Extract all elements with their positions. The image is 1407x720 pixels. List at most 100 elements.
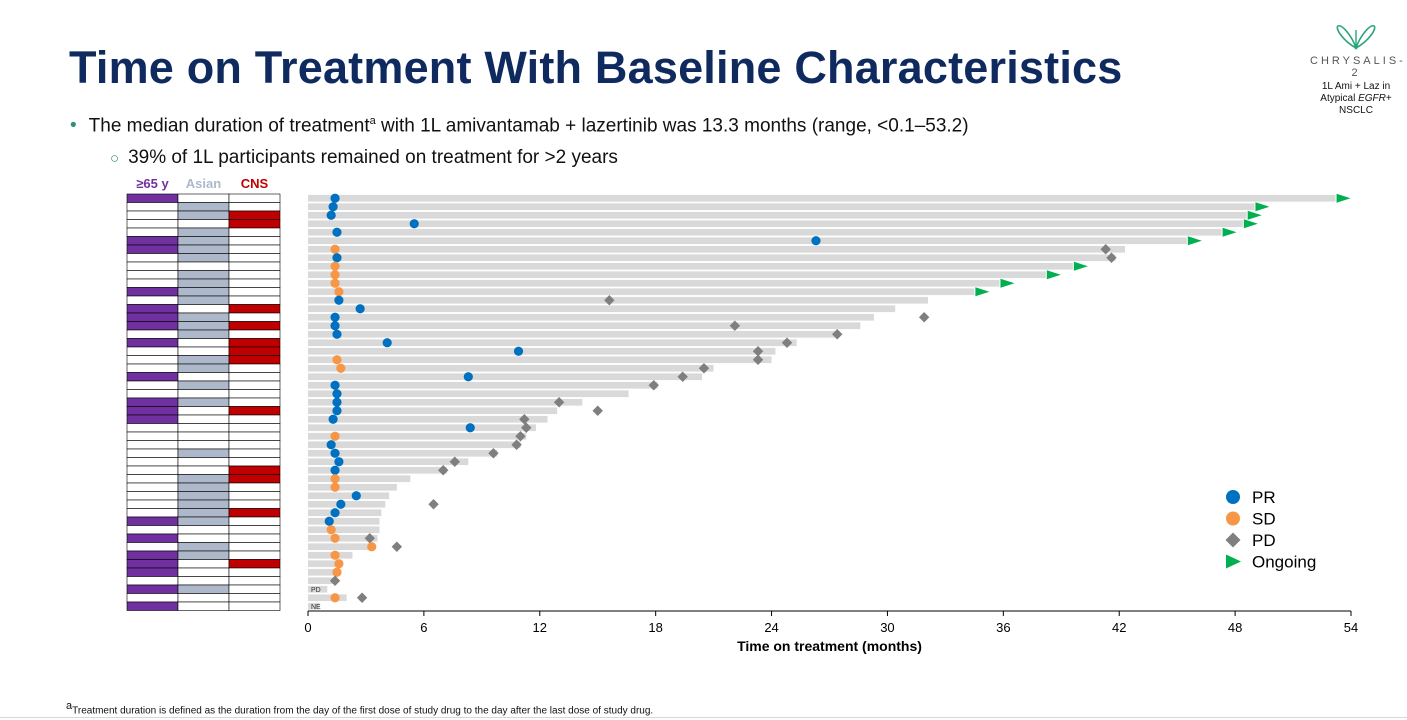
cell-cns [228, 338, 281, 348]
duration-bar [308, 602, 320, 610]
cell-cns [228, 278, 281, 288]
legend-pd-label: PD [1252, 531, 1276, 550]
x-tick-label: 6 [420, 620, 427, 635]
cell-age [126, 380, 179, 390]
marker-pr [334, 457, 344, 467]
legend-pd-marker [1225, 532, 1241, 548]
cell-asian [177, 423, 230, 433]
marker-pr [326, 210, 336, 220]
bullet2-text: 39% of 1L participants remained on treat… [128, 147, 618, 168]
cell-cns [228, 482, 281, 492]
marker-pd [604, 295, 615, 306]
marker-ongoing [1243, 219, 1258, 229]
marker-pr [334, 295, 344, 305]
sub-bullet-circle: ○ [110, 150, 120, 167]
cell-cns [228, 193, 281, 203]
cell-age [126, 474, 179, 484]
cell-age [126, 236, 179, 246]
cell-asian [177, 567, 230, 577]
duration-bar [308, 560, 343, 568]
marker-pd [648, 380, 659, 391]
marker-pr [811, 236, 821, 246]
bullet-median-duration: • The median duration of treatmenta with … [70, 115, 969, 137]
marker-pd [1106, 252, 1117, 263]
cell-asian [177, 193, 230, 203]
trial-logo: CHRYSALIS-2 1L Ami + Laz in Atypical EGF… [1310, 18, 1403, 117]
marker-pd [553, 397, 565, 408]
cell-age [126, 355, 179, 365]
marker-sd [330, 533, 340, 543]
cell-cns [228, 559, 281, 569]
duration-bar [308, 330, 838, 338]
cell-cns [228, 253, 281, 263]
cell-age [126, 525, 179, 535]
duration-bar [308, 458, 469, 466]
duration-bar [308, 271, 1046, 279]
marker-pd [752, 354, 764, 365]
marker-pd [356, 592, 368, 603]
duration-bar [308, 220, 1243, 228]
cell-age [126, 584, 179, 594]
cell-age [126, 338, 179, 348]
cell-age [126, 414, 179, 424]
cell-cns [228, 321, 281, 331]
marker-pd [781, 337, 793, 348]
x-tick-label: 30 [880, 620, 894, 635]
cell-asian [177, 559, 230, 569]
cell-cns [228, 457, 281, 467]
cell-age [126, 576, 179, 586]
footnote-mark: a [66, 700, 73, 712]
cell-age [126, 321, 179, 331]
cell-age [126, 533, 179, 543]
cell-asian [177, 270, 230, 280]
cell-asian [177, 312, 230, 322]
marker-pr [465, 423, 475, 433]
header-cns: CNS [241, 176, 269, 191]
cell-asian [177, 261, 230, 271]
marker-pd [364, 533, 376, 544]
cell-cns [228, 431, 281, 441]
legend-sd-label: SD [1252, 510, 1276, 529]
cell-asian [177, 363, 230, 373]
cell-asian [177, 550, 230, 560]
logo-line2-post: + [1385, 93, 1392, 104]
cell-asian [177, 321, 230, 331]
duration-bar [308, 551, 353, 559]
cell-cns [228, 448, 281, 458]
cell-cns [228, 601, 281, 611]
logo-line2: Atypical EGFR+ [1310, 93, 1402, 105]
duration-bar [308, 313, 874, 321]
marker-pr [332, 253, 342, 263]
cell-age [126, 601, 179, 611]
marker-pr [330, 448, 340, 458]
marker-sd [330, 593, 340, 603]
cell-asian [177, 287, 230, 297]
x-tick-label: 18 [648, 620, 662, 635]
duration-bar [308, 526, 380, 534]
marker-pr [355, 304, 365, 314]
duration-bar [308, 245, 1126, 253]
cell-asian [177, 244, 230, 254]
duration-bar [308, 585, 328, 593]
cell-cns [228, 202, 281, 212]
logo-line2-pre: Atypical [1320, 93, 1359, 104]
marker-pr [330, 508, 340, 518]
marker-pr [332, 389, 342, 399]
duration-bar [308, 415, 548, 423]
marker-pr [330, 312, 340, 322]
cell-cns [228, 227, 281, 237]
cell-age [126, 499, 179, 509]
x-tick-label: 36 [996, 620, 1010, 635]
cell-age [126, 457, 179, 467]
bullet-two-years: ○ 39% of 1L participants remained on trea… [110, 147, 618, 169]
cell-age [126, 567, 179, 577]
marker-pr [513, 346, 524, 356]
duration-bar [308, 296, 929, 304]
cell-asian [177, 465, 230, 475]
cell-asian [177, 525, 230, 535]
marker-pd [729, 320, 741, 331]
marker-pd [449, 456, 460, 467]
cell-age [126, 482, 179, 492]
cell-cns [228, 533, 281, 543]
